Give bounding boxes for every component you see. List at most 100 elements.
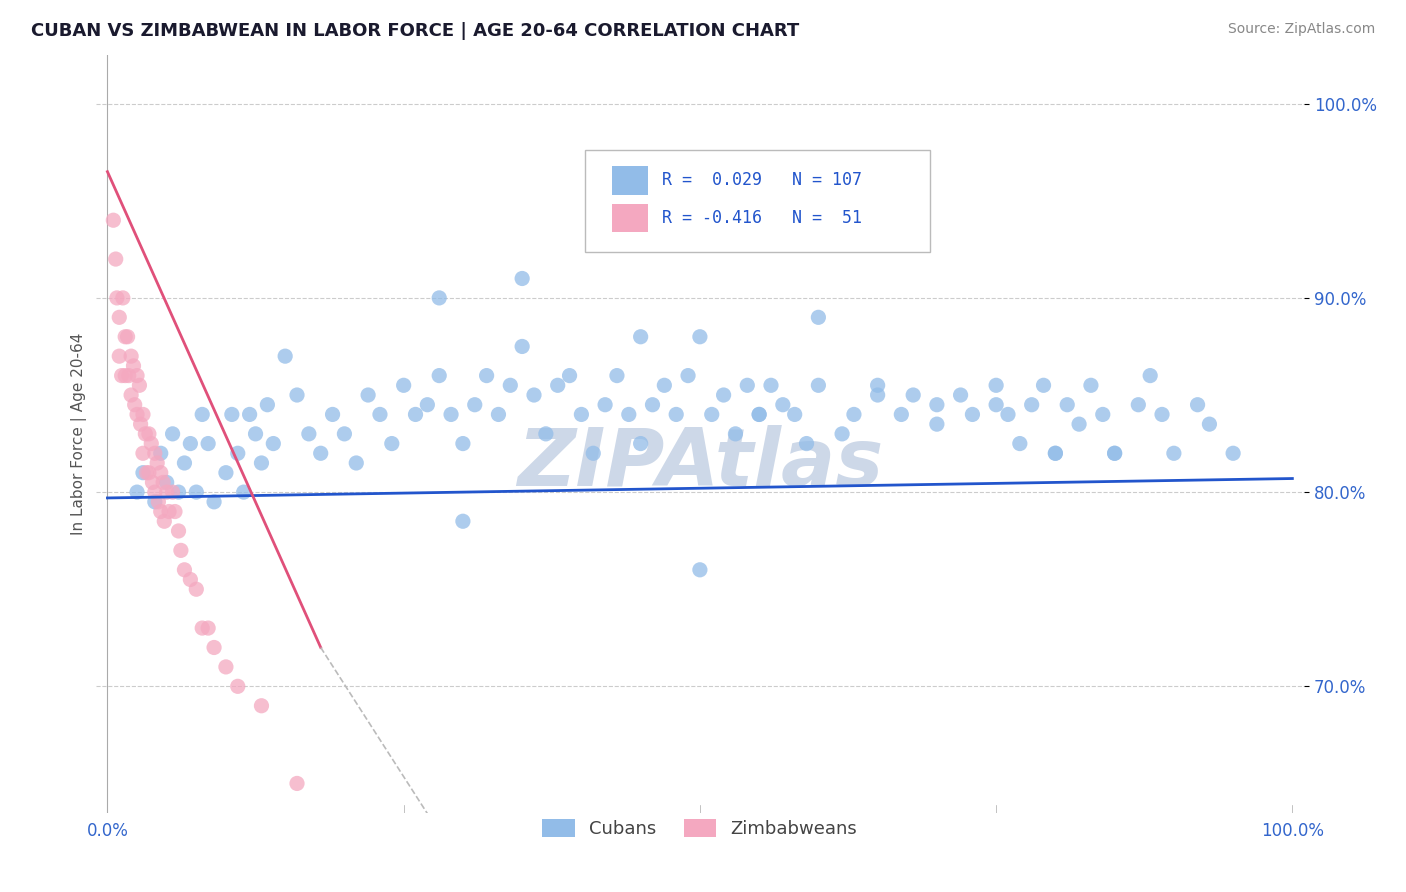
Point [748, 408, 770, 422]
Point [132, 446, 155, 460]
Point [322, 408, 344, 422]
Point [1045, 446, 1067, 460]
Point [593, 398, 616, 412]
Point [250, 456, 273, 470]
Point [558, 368, 581, 383]
Point [156, 475, 179, 490]
Point [606, 368, 628, 383]
Point [1056, 398, 1078, 412]
Point [129, 417, 152, 431]
Point [105, 291, 128, 305]
Point [796, 436, 818, 450]
Point [186, 582, 208, 597]
Point [153, 514, 176, 528]
Point [440, 408, 463, 422]
Point [298, 426, 321, 441]
Text: Source: ZipAtlas.com: Source: ZipAtlas.com [1227, 22, 1375, 37]
Point [162, 485, 184, 500]
Point [226, 446, 249, 460]
Point [451, 436, 474, 450]
Point [118, 368, 141, 383]
Point [245, 426, 267, 441]
Point [665, 408, 688, 422]
Point [125, 485, 148, 500]
Point [427, 368, 450, 383]
Point [475, 368, 498, 383]
Point [534, 426, 557, 441]
Point [488, 408, 510, 422]
Point [676, 368, 699, 383]
Point [451, 514, 474, 528]
Point [1021, 398, 1043, 412]
Point [162, 426, 184, 441]
Point [111, 291, 134, 305]
Point [221, 408, 243, 422]
Point [124, 398, 146, 412]
Point [630, 330, 652, 344]
Point [925, 417, 948, 431]
FancyBboxPatch shape [612, 203, 648, 233]
Point [1139, 368, 1161, 383]
Point [111, 368, 134, 383]
Point [143, 485, 166, 500]
Point [157, 504, 180, 518]
Point [1032, 378, 1054, 392]
Point [285, 388, 308, 402]
Text: CUBAN VS ZIMBABWEAN IN LABOR FORCE | AGE 20-64 CORRELATION CHART: CUBAN VS ZIMBABWEAN IN LABOR FORCE | AGE… [31, 22, 799, 40]
Point [724, 426, 747, 441]
Point [143, 446, 166, 460]
Point [1198, 417, 1220, 431]
Point [654, 378, 676, 392]
Point [464, 398, 486, 412]
Point [617, 408, 640, 422]
Point [104, 252, 127, 266]
Point [689, 330, 711, 344]
Point [630, 436, 652, 450]
Point [997, 408, 1019, 422]
Point [333, 426, 356, 441]
Point [148, 495, 170, 509]
Point [1246, 815, 1268, 830]
Point [1187, 398, 1209, 412]
Point [149, 446, 172, 460]
Point [120, 388, 142, 402]
Point [984, 398, 1007, 412]
Point [141, 475, 163, 490]
Legend: Cubans, Zimbabweans: Cubans, Zimbabweans [536, 812, 865, 846]
Point [1222, 446, 1244, 460]
Text: R =  0.029   N = 107: R = 0.029 N = 107 [662, 171, 862, 189]
Point [138, 466, 160, 480]
Point [167, 485, 190, 500]
Point [173, 456, 195, 470]
Point [274, 349, 297, 363]
Point [138, 426, 160, 441]
Point [866, 388, 889, 402]
Point [309, 446, 332, 460]
Point [357, 388, 380, 402]
Point [173, 563, 195, 577]
Point [285, 776, 308, 790]
Point [215, 466, 238, 480]
Point [499, 378, 522, 392]
Point [571, 408, 593, 422]
Point [427, 291, 450, 305]
Point [582, 446, 605, 460]
Point [1150, 408, 1173, 422]
Point [114, 330, 136, 344]
Point [772, 398, 794, 412]
Point [962, 408, 984, 422]
Point [1067, 417, 1090, 431]
Y-axis label: In Labor Force | Age 20-64: In Labor Force | Age 20-64 [72, 333, 87, 535]
Point [125, 368, 148, 383]
Point [1045, 446, 1067, 460]
Point [866, 378, 889, 392]
Point [1080, 378, 1102, 392]
Point [890, 408, 912, 422]
Point [510, 271, 533, 285]
Point [120, 349, 142, 363]
Point [167, 524, 190, 538]
Point [149, 466, 172, 480]
Point [191, 408, 214, 422]
Point [368, 408, 391, 422]
Point [186, 485, 208, 500]
